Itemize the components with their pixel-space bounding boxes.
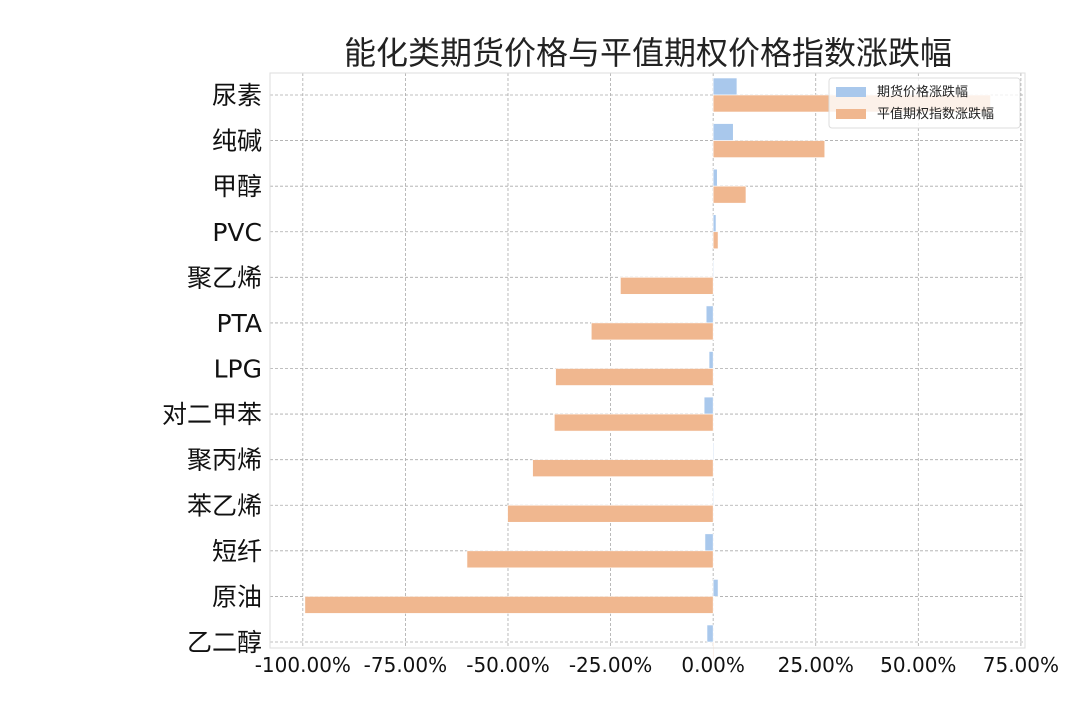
legend-label-futures: 期货价格涨跌幅 (877, 84, 968, 100)
options-bar-1 (712, 140, 826, 158)
futures-bar-9 (712, 487, 715, 506)
futures-bar-0 (712, 77, 738, 96)
category-label: 纯碱 (212, 127, 262, 156)
legend-swatch-options (836, 109, 866, 119)
category-label: PTA (216, 309, 262, 338)
legend-label-options: 平值期权指数涨跌幅 (877, 106, 994, 122)
category-label: 短纤 (212, 537, 262, 566)
options-bar-9 (507, 504, 714, 523)
category-label: 尿素 (212, 81, 262, 110)
options-bar-11 (304, 596, 714, 614)
category-label: 聚丙烯 (187, 446, 262, 475)
category-label: LPG (214, 355, 262, 384)
futures-bar-4 (712, 260, 715, 278)
futures-bar-2 (712, 168, 718, 187)
x-tick-label: 25.00% (778, 653, 854, 677)
x-tick-label: -75.00% (364, 653, 447, 677)
chart-title: 能化类期货价格与平值期权价格指数涨跌幅 (344, 34, 952, 72)
x-tick-label: -50.00% (466, 653, 549, 677)
x-tick-label: -100.00% (255, 653, 351, 677)
options-bar-12 (712, 641, 715, 660)
x-tick-label: 50.00% (880, 653, 956, 677)
options-bar-5 (590, 322, 714, 341)
legend: 期货价格涨跌幅 平值期权指数涨跌幅 (828, 77, 1021, 129)
futures-bar-1 (712, 123, 734, 141)
x-tick-label: 0.00% (681, 653, 745, 677)
options-bar-2 (712, 185, 747, 204)
category-label: 对二甲苯 (162, 400, 262, 429)
plot-frame (269, 72, 1026, 649)
futures-bar-11 (712, 579, 719, 597)
x-tick-label: 75.00% (983, 653, 1059, 677)
futures-bar-8 (712, 442, 714, 460)
futures-bar-6 (708, 351, 714, 369)
futures-bar-5 (705, 305, 714, 324)
futures-bar-7 (703, 396, 714, 415)
category-label: PVC (212, 218, 262, 247)
legend-swatch-futures (836, 87, 866, 97)
futures-bar-12 (706, 624, 714, 643)
options-bar-3 (712, 231, 719, 250)
options-bar-6 (555, 368, 714, 386)
options-bar-8 (532, 459, 714, 477)
category-label: 乙二醇 (187, 628, 262, 657)
x-tick-label: -25.00% (569, 653, 652, 677)
options-bar-4 (620, 277, 714, 295)
futures-bar-10 (704, 533, 714, 552)
options-bar-10 (466, 550, 714, 569)
category-label: 原油 (212, 582, 262, 611)
category-label: 聚乙烯 (187, 263, 262, 292)
futures-bar-3 (712, 214, 717, 233)
category-label: 苯乙烯 (187, 491, 262, 520)
category-label: 甲醇 (212, 172, 262, 201)
options-bar-7 (554, 413, 714, 432)
